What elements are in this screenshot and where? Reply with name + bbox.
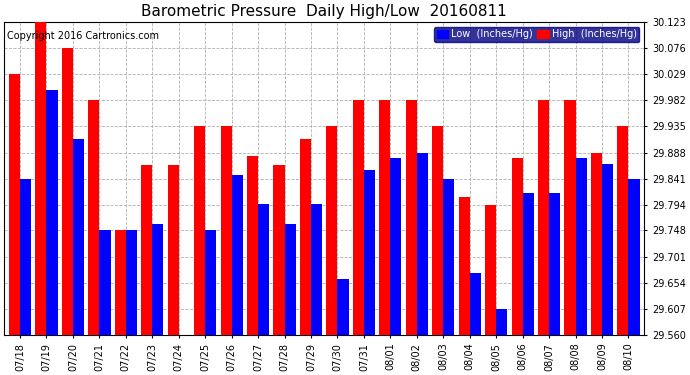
Bar (459, 197, 470, 335)
Bar (258, 204, 269, 335)
Bar (194, 126, 205, 335)
Bar (73, 139, 84, 335)
Bar (205, 230, 217, 335)
Bar (232, 175, 243, 335)
Bar (126, 230, 137, 335)
Bar (432, 126, 443, 335)
Bar (522, 193, 534, 335)
Bar (485, 205, 496, 335)
Bar (629, 178, 640, 335)
Bar (99, 230, 110, 335)
Legend: Low  (Inches/Hg), High  (Inches/Hg): Low (Inches/Hg), High (Inches/Hg) (434, 27, 640, 42)
Bar (618, 126, 629, 335)
Title: Barometric Pressure  Daily High/Low  20160811: Barometric Pressure Daily High/Low 20160… (141, 4, 507, 19)
Bar (511, 158, 522, 335)
Bar (311, 204, 322, 335)
Bar (353, 100, 364, 335)
Text: Copyright 2016 Cartronics.com: Copyright 2016 Cartronics.com (8, 31, 159, 41)
Bar (62, 48, 73, 335)
Bar (406, 100, 417, 335)
Bar (602, 164, 613, 335)
Bar (591, 153, 602, 335)
Bar (300, 139, 311, 335)
Bar (337, 279, 348, 335)
Bar (470, 273, 481, 335)
Bar (575, 158, 586, 335)
Bar (496, 309, 507, 335)
Bar (35, 22, 46, 335)
Bar (88, 100, 99, 335)
Bar (46, 90, 57, 335)
Bar (380, 100, 391, 335)
Bar (443, 178, 455, 335)
Bar (549, 193, 560, 335)
Bar (364, 170, 375, 335)
Bar (115, 230, 126, 335)
Bar (273, 165, 284, 335)
Bar (247, 156, 258, 335)
Bar (417, 153, 428, 335)
Bar (221, 126, 232, 335)
Bar (564, 100, 575, 335)
Bar (284, 224, 296, 335)
Bar (9, 74, 20, 335)
Bar (326, 126, 337, 335)
Bar (20, 178, 31, 335)
Bar (168, 165, 179, 335)
Bar (141, 165, 152, 335)
Bar (152, 224, 164, 335)
Bar (538, 100, 549, 335)
Bar (391, 158, 402, 335)
